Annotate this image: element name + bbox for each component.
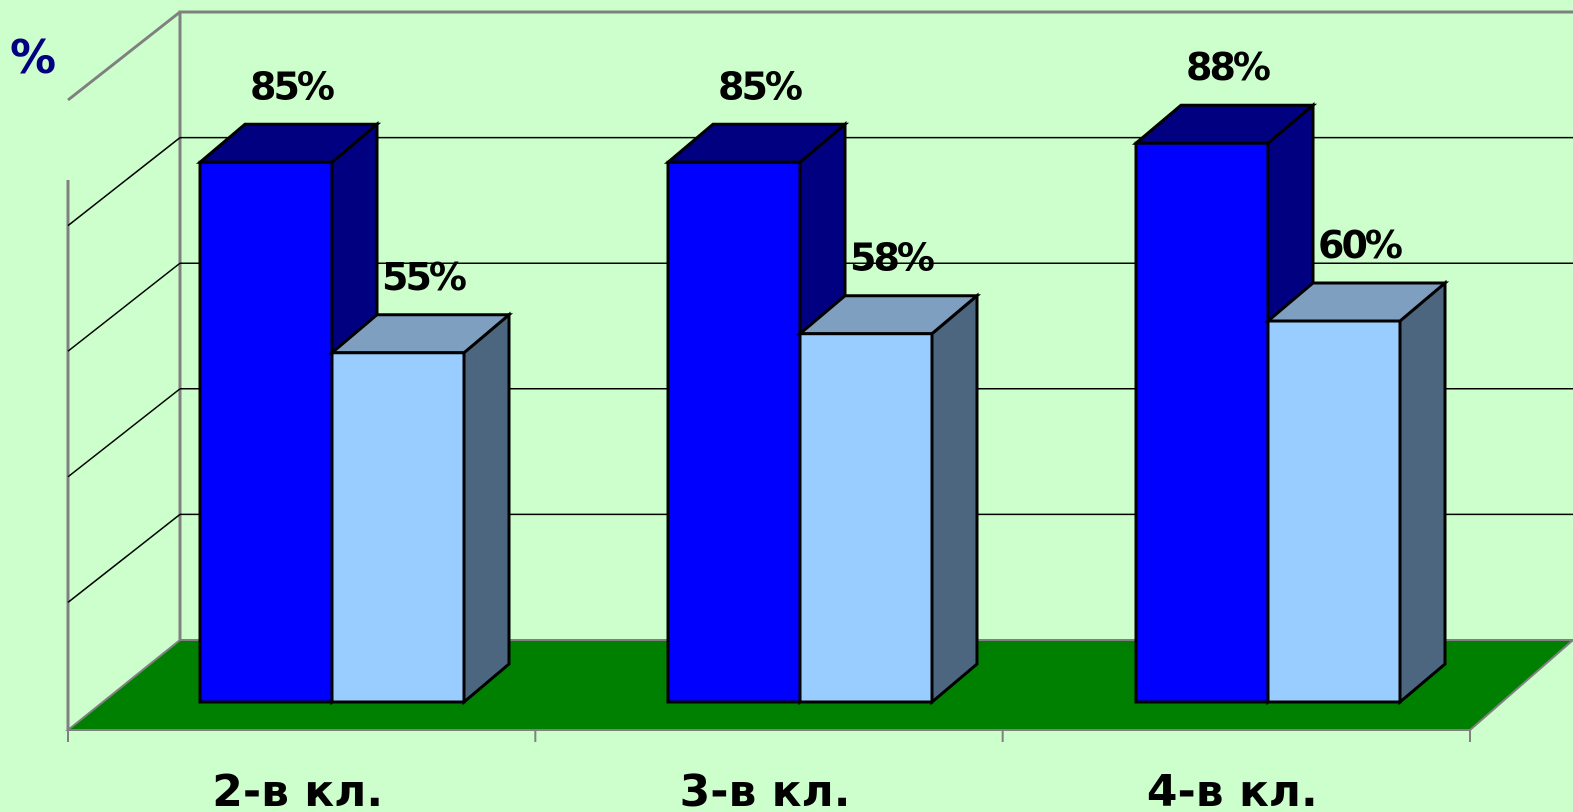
data-label: 60% (1318, 223, 1402, 267)
x-tick-label: 2-в кл. (212, 766, 383, 812)
bar-side-1-1 (930, 292, 979, 706)
bar-side-1-2 (1398, 279, 1447, 706)
bar-series0-1 (666, 160, 802, 704)
side-wall-top-edge (67, 10, 181, 102)
bar-series1-0 (330, 351, 466, 704)
data-label: 85% (718, 64, 802, 108)
bar-series1-1 (798, 332, 934, 704)
y-axis-unit-label: % (10, 30, 57, 84)
side-gridline (67, 262, 181, 352)
x-tick-label: 4-в кл. (1147, 766, 1318, 812)
data-label: 85% (250, 64, 334, 108)
bar-series0-0 (198, 160, 334, 704)
bar-series1-2 (1266, 319, 1402, 704)
side-gridline (67, 513, 181, 603)
bar-side-1-0 (462, 311, 511, 706)
side-gridline (67, 137, 181, 227)
data-label: 58% (850, 236, 934, 280)
bar-series0-2 (1134, 141, 1270, 704)
x-tick-label: 3-в кл. (680, 766, 851, 812)
side-gridline (67, 388, 181, 478)
data-label: 55% (382, 255, 466, 299)
data-label: 88% (1186, 45, 1270, 89)
